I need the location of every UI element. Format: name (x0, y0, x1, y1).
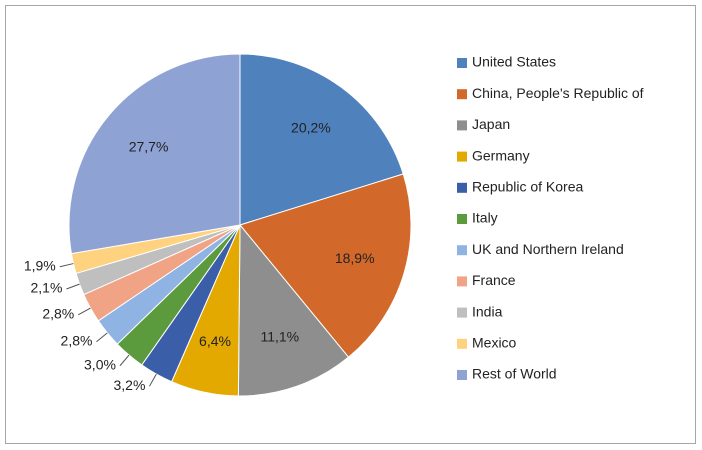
data-label: 3,0% (84, 356, 116, 372)
data-label: 18,9% (335, 250, 375, 266)
pie-slice (239, 173, 412, 358)
legend-swatch (457, 182, 467, 193)
legend-label: India (472, 303, 503, 319)
data-label: 6,4% (199, 333, 231, 349)
legend-swatch (457, 245, 467, 256)
leader-line (148, 373, 157, 387)
data-label: 2,8% (42, 306, 74, 322)
legend-label: Japan (472, 116, 510, 132)
data-label: 27,7% (129, 138, 169, 154)
data-label: 3,2% (114, 377, 146, 393)
legend-label: Republic of Korea (472, 179, 584, 195)
legend-label: United States (472, 54, 556, 70)
legend-swatch (457, 58, 467, 68)
legend-swatch (457, 370, 467, 380)
legend-label: France (472, 272, 516, 288)
leader-line (59, 263, 74, 268)
legend-label: UK and Northern Ireland (472, 241, 624, 257)
legend-swatch (457, 151, 467, 162)
pie-slice (68, 53, 241, 255)
leader-line (66, 283, 80, 290)
legend-label: Germany (472, 147, 530, 163)
data-label: 20,2% (291, 119, 331, 135)
legend-swatch (457, 214, 467, 224)
data-label: 2,8% (61, 332, 93, 348)
legend-swatch (457, 120, 467, 131)
legend-label: Mexico (472, 335, 517, 351)
data-label: 11,1% (260, 329, 299, 345)
legend-swatch (457, 307, 467, 318)
leader-line (96, 332, 108, 343)
pie-slice (239, 53, 404, 226)
legend-label: Rest of World (472, 366, 557, 382)
legend-swatch (457, 338, 467, 349)
data-label: 2,1% (30, 280, 62, 296)
pie-slice (237, 223, 350, 397)
data-label: 1,9% (24, 257, 56, 273)
leader-line (78, 307, 91, 316)
leader-line (119, 354, 130, 367)
legend-label: China, People's Republic of (472, 85, 644, 101)
legend-swatch (457, 276, 467, 287)
legend-swatch (457, 89, 467, 100)
legend-label: Italy (472, 210, 498, 226)
